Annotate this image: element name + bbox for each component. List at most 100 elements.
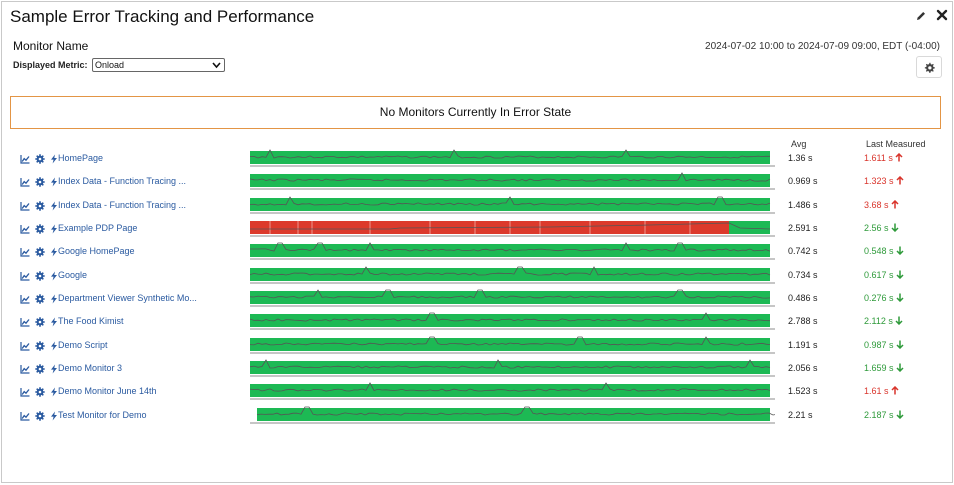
gear-icon[interactable] <box>35 154 45 164</box>
response-time-line <box>250 359 771 369</box>
lightning-bolt-icon[interactable] <box>49 341 59 351</box>
monitor-name-link[interactable]: Example PDP Page <box>58 223 138 233</box>
line-chart-icon[interactable] <box>20 271 30 281</box>
line-chart-icon[interactable] <box>20 177 30 187</box>
line-chart-icon[interactable] <box>20 247 30 257</box>
monitor-sparkline[interactable] <box>250 219 775 238</box>
last-measured-value: 1.659 s <box>864 363 904 373</box>
last-measured-column-header: Last Measured <box>866 139 926 149</box>
monitor-sparkline[interactable] <box>250 312 775 331</box>
gear-icon[interactable] <box>35 247 45 257</box>
last-measured-value: 1.61 s <box>864 385 899 396</box>
lightning-bolt-icon[interactable] <box>49 411 59 421</box>
lightning-bolt-icon[interactable] <box>49 364 59 374</box>
date-range: 2024-07-02 10:00 to 2024-07-09 09:00, ED… <box>705 41 940 52</box>
gear-icon[interactable] <box>35 201 45 211</box>
lightning-bolt-icon[interactable] <box>49 247 59 257</box>
monitor-sparkline[interactable] <box>250 266 775 285</box>
lightning-bolt-icon[interactable] <box>49 177 59 187</box>
line-chart-icon[interactable] <box>20 387 30 397</box>
monitor-name-link[interactable]: Demo Monitor 3 <box>58 363 123 373</box>
avg-value: 0.742 s <box>788 246 818 256</box>
monitor-name-link[interactable]: Google HomePage <box>58 246 135 256</box>
arrow-down-icon <box>896 293 904 303</box>
monitor-sparkline[interactable] <box>250 406 775 425</box>
line-chart-icon[interactable] <box>20 154 30 164</box>
last-measured-text: 0.276 s <box>864 293 897 303</box>
avg-value: 2.21 s <box>788 410 813 420</box>
avg-column-header: Avg <box>791 139 807 149</box>
monitor-name-link[interactable]: Index Data - Function Tracing ... <box>58 200 187 210</box>
response-time-line <box>250 242 771 252</box>
monitor-sparkline[interactable] <box>250 196 775 215</box>
last-measured-text: 2.187 s <box>864 410 897 420</box>
avg-value: 1.191 s <box>788 340 818 350</box>
gear-icon[interactable] <box>35 317 45 327</box>
last-measured-value: 2.56 s <box>864 223 899 233</box>
arrow-down-icon <box>895 316 903 326</box>
last-measured-value: 0.987 s <box>864 340 904 350</box>
gear-icon[interactable] <box>35 177 45 187</box>
monitor-name-link[interactable]: Department Viewer Synthetic Mo... <box>58 293 197 303</box>
line-chart-icon[interactable] <box>20 411 30 421</box>
monitor-name-link[interactable]: Index Data - Function Tracing ... <box>58 176 187 186</box>
ok-band <box>250 361 770 374</box>
displayed-metric-select[interactable]: Onload <box>92 58 225 72</box>
chevron-down-icon <box>212 62 221 69</box>
gear-icon[interactable] <box>35 387 45 397</box>
avg-value: 1.486 s <box>788 200 818 210</box>
avg-value: 2.056 s <box>788 363 818 373</box>
monitor-sparkline[interactable] <box>250 242 775 261</box>
line-chart-icon[interactable] <box>20 224 30 234</box>
monitor-row: Demo Script 1.191 s 0.987 s <box>2 336 954 357</box>
ok-band <box>250 151 770 164</box>
lightning-bolt-icon[interactable] <box>49 387 59 397</box>
last-measured-text: 1.611 s <box>864 153 896 163</box>
pencil-icon[interactable] <box>915 10 927 22</box>
arrow-up-icon <box>896 175 904 185</box>
monitor-sparkline[interactable] <box>250 149 775 168</box>
monitor-name-link[interactable]: Google <box>58 270 88 280</box>
last-measured-value: 0.548 s <box>864 246 904 256</box>
monitor-row: Demo Monitor June 14th 1.523 s 1.61 s <box>2 382 954 403</box>
gear-icon[interactable] <box>35 411 45 421</box>
response-time-line <box>250 196 771 206</box>
lightning-bolt-icon[interactable] <box>49 271 59 281</box>
gear-icon[interactable] <box>35 341 45 351</box>
settings-button[interactable] <box>916 56 942 78</box>
monitor-name-link[interactable]: Demo Monitor June 14th <box>58 386 157 396</box>
line-chart-icon[interactable] <box>20 201 30 211</box>
monitor-name-link[interactable]: Test Monitor for Demo <box>58 410 147 420</box>
lightning-bolt-icon[interactable] <box>49 224 59 234</box>
monitor-sparkline[interactable] <box>250 172 775 191</box>
lightning-bolt-icon[interactable] <box>49 154 59 164</box>
gear-icon[interactable] <box>35 294 45 304</box>
gear-icon[interactable] <box>35 271 45 281</box>
line-chart-icon[interactable] <box>20 341 30 351</box>
arrow-down-icon <box>896 270 904 280</box>
ok-band <box>250 174 770 187</box>
monitor-sparkline[interactable] <box>250 289 775 308</box>
gear-icon[interactable] <box>35 224 45 234</box>
gear-icon[interactable] <box>35 364 45 374</box>
lightning-bolt-icon[interactable] <box>49 201 59 211</box>
monitor-name-link[interactable]: The Food Kimist <box>58 316 124 326</box>
close-icon[interactable] <box>936 9 948 21</box>
monitor-sparkline[interactable] <box>250 359 775 378</box>
avg-value: 1.36 s <box>788 153 813 163</box>
line-chart-icon[interactable] <box>20 317 30 327</box>
lightning-bolt-icon[interactable] <box>49 294 59 304</box>
monitor-sparkline[interactable] <box>250 336 775 355</box>
monitor-row: Index Data - Function Tracing ... 0.969 s… <box>2 172 954 193</box>
line-chart-icon[interactable] <box>20 364 30 374</box>
ok-band <box>250 198 770 211</box>
response-time-line <box>250 312 771 322</box>
monitor-sparkline[interactable] <box>250 382 775 401</box>
response-time-line <box>250 289 771 299</box>
line-chart-icon[interactable] <box>20 294 30 304</box>
monitor-name-link[interactable]: HomePage <box>58 153 104 163</box>
lightning-bolt-icon[interactable] <box>49 317 59 327</box>
arrow-up-icon <box>891 385 899 395</box>
panel-title: Sample Error Tracking and Performance <box>10 7 315 26</box>
monitor-name-link[interactable]: Demo Script <box>58 340 108 350</box>
